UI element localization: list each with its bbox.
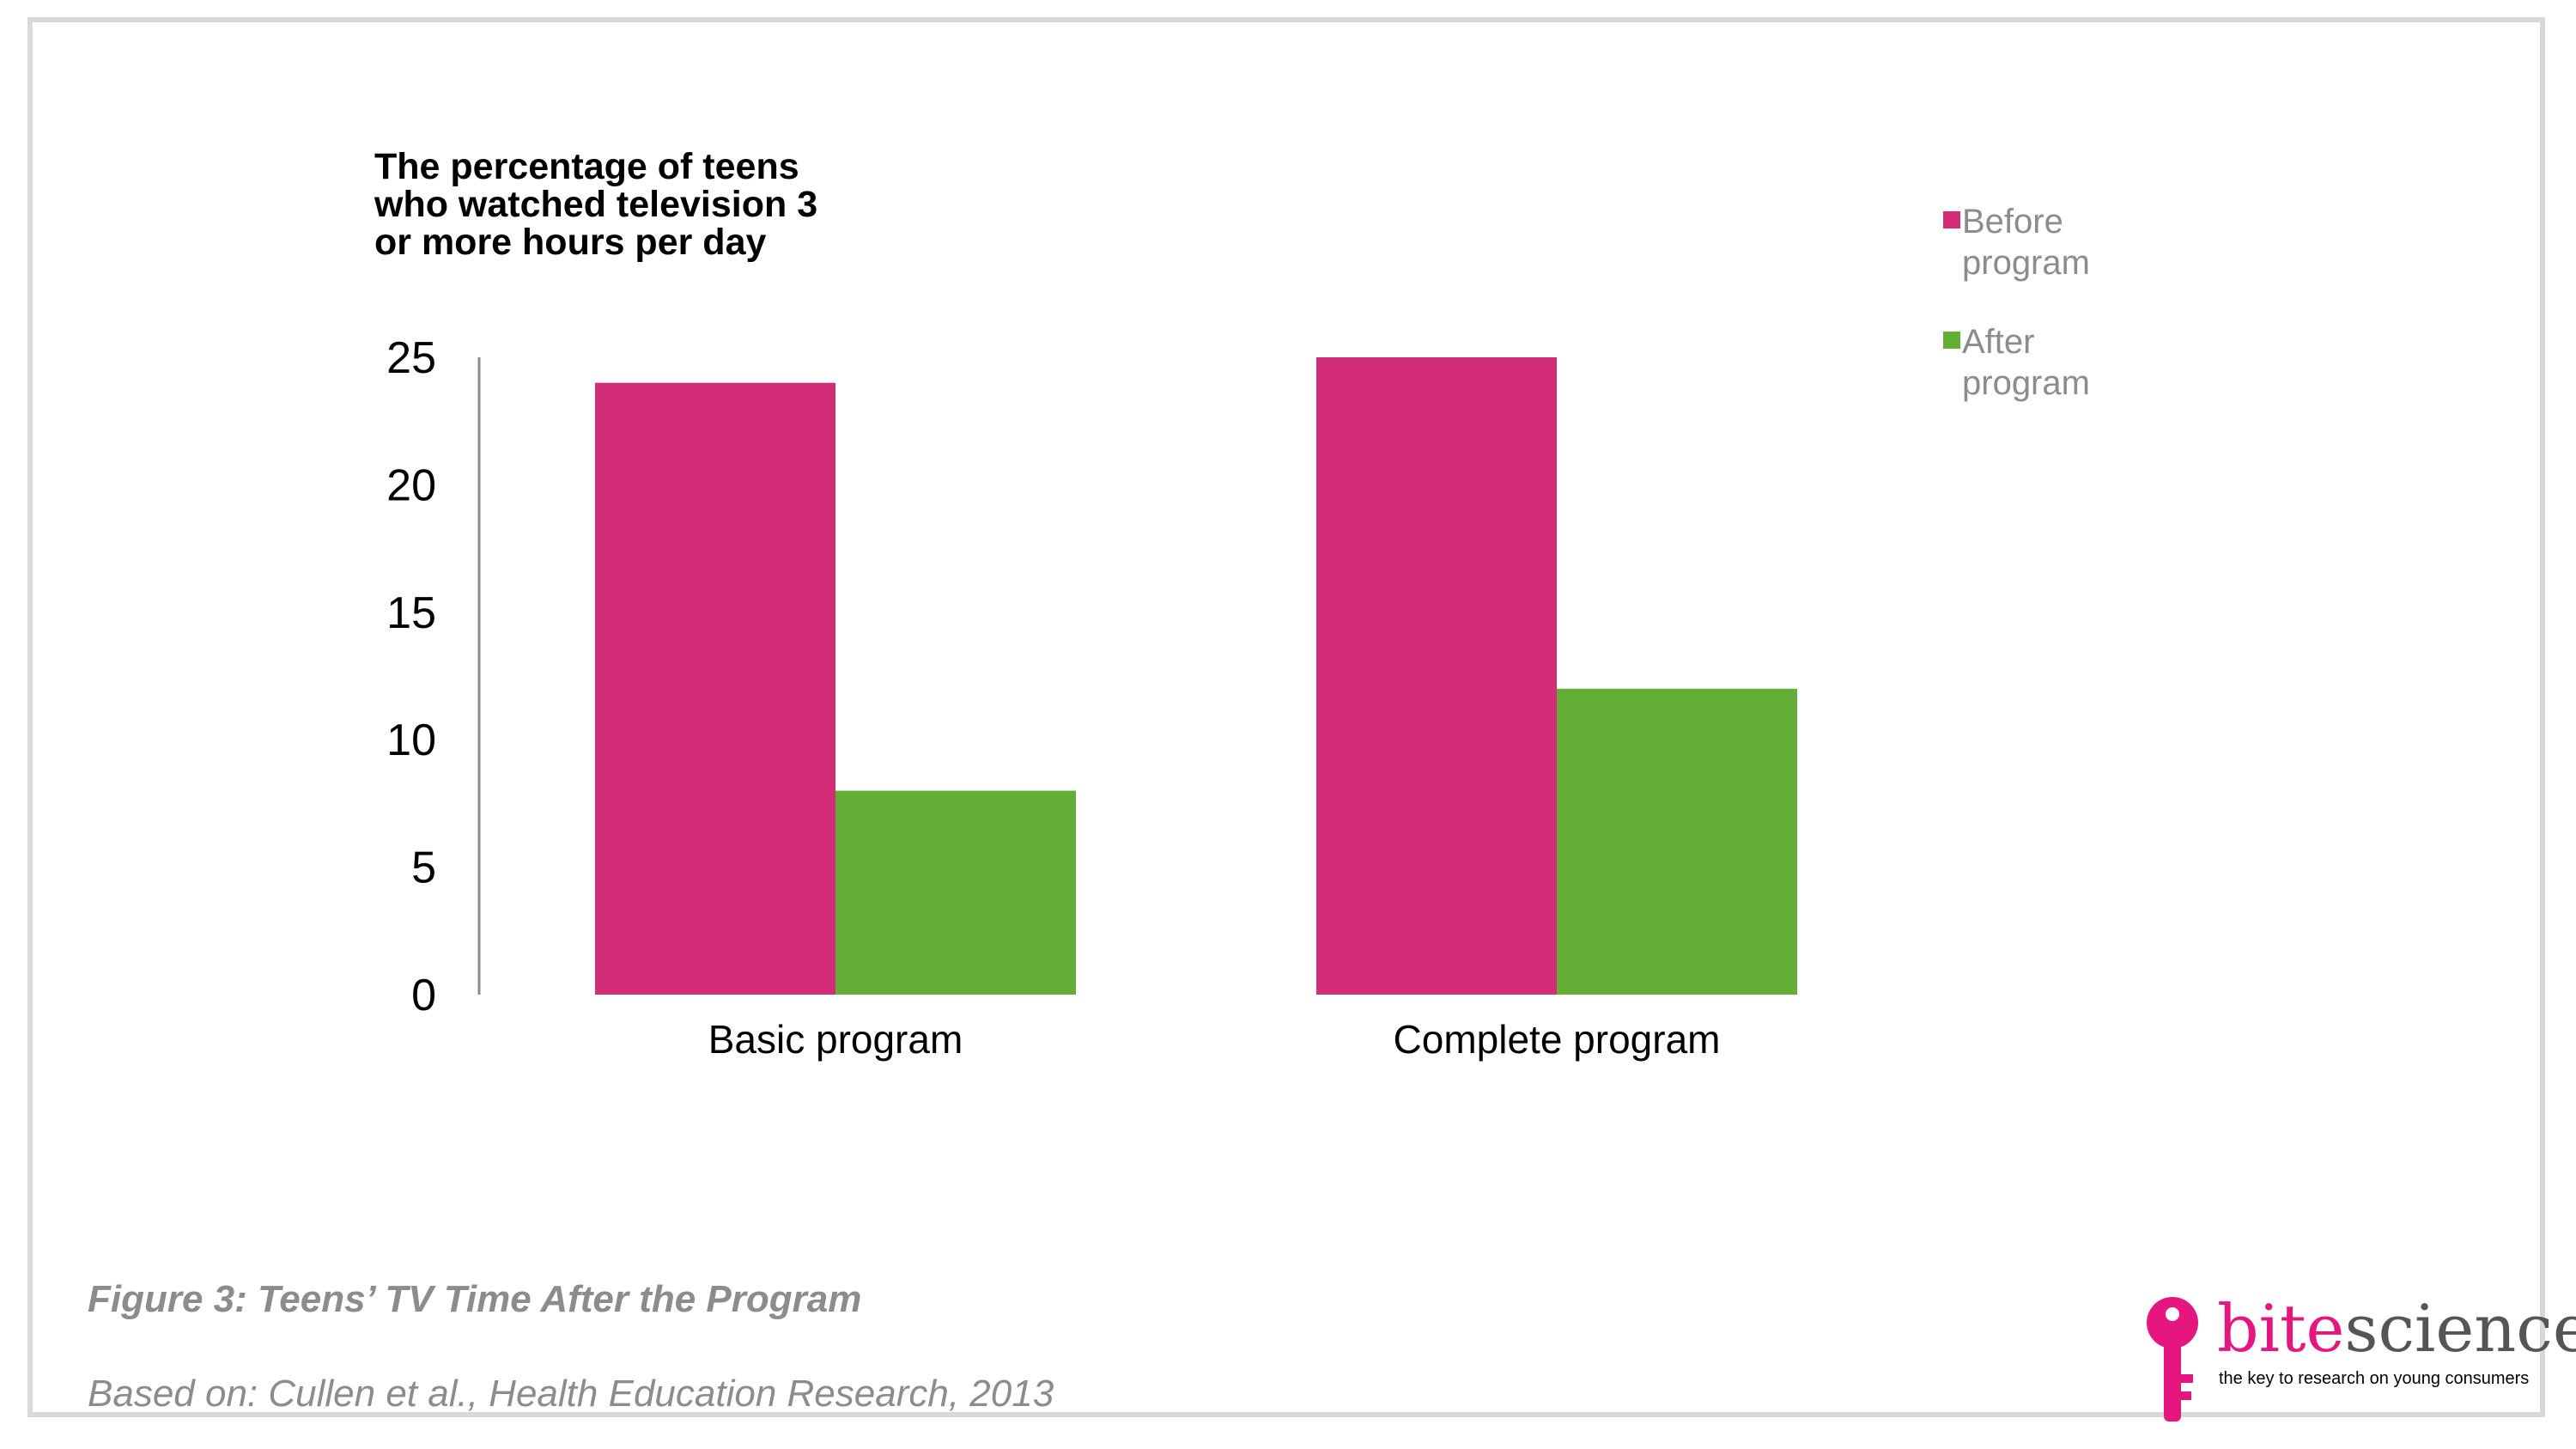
figure-frame: 0 5 10 15 20 25 Basic program Complete program … (27, 17, 2576, 1422)
logo-tagline: the key to research on young consumers (2219, 1369, 2530, 1388)
legend-label-before: Before program (1962, 203, 2090, 282)
bar-before-1 (595, 382, 835, 995)
y-tick-label: 20 (386, 460, 436, 510)
legend-item-after: After program (1943, 321, 2151, 404)
x-category-label: Basic program (708, 1017, 963, 1062)
x-category-label: Complete program (1394, 1017, 1721, 1062)
logo-wordmark: bitescience (2217, 1290, 2576, 1367)
y-axis-title: The percentage of teens who watched tele… (374, 146, 818, 263)
legend-swatch-after (1943, 332, 1960, 349)
bar-before-2 (1316, 357, 1557, 995)
figure-source: Based on: Cullen et al., Health Educatio… (88, 1373, 1054, 1415)
bitescience-logo: bitescience the key to research on young… (2145, 1290, 2576, 1424)
legend-label-after: After program (1962, 323, 2090, 402)
legend-swatch-before (1943, 211, 1960, 228)
logo-word-bite: bite (2217, 1290, 2345, 1367)
figure-caption: Figure 3: Teens’ TV Time After the Progr… (88, 1278, 862, 1320)
bar-after-1 (835, 790, 1076, 995)
y-tick-label: 25 (386, 333, 436, 383)
bar-after-2 (1557, 688, 1797, 995)
legend: Before program After program (1943, 201, 2151, 441)
bar-chart: 0 5 10 15 20 25 Basic program Complete program (386, 333, 1797, 1062)
y-tick-label: 0 (411, 971, 436, 1020)
y-tick-label: 10 (386, 715, 436, 765)
key-icon (2147, 1297, 2198, 1422)
y-tick-label: 5 (411, 843, 436, 893)
y-tick-label: 15 (386, 588, 436, 638)
legend-item-before: Before program (1943, 201, 2151, 283)
logo-word-science: science (2344, 1290, 2576, 1367)
